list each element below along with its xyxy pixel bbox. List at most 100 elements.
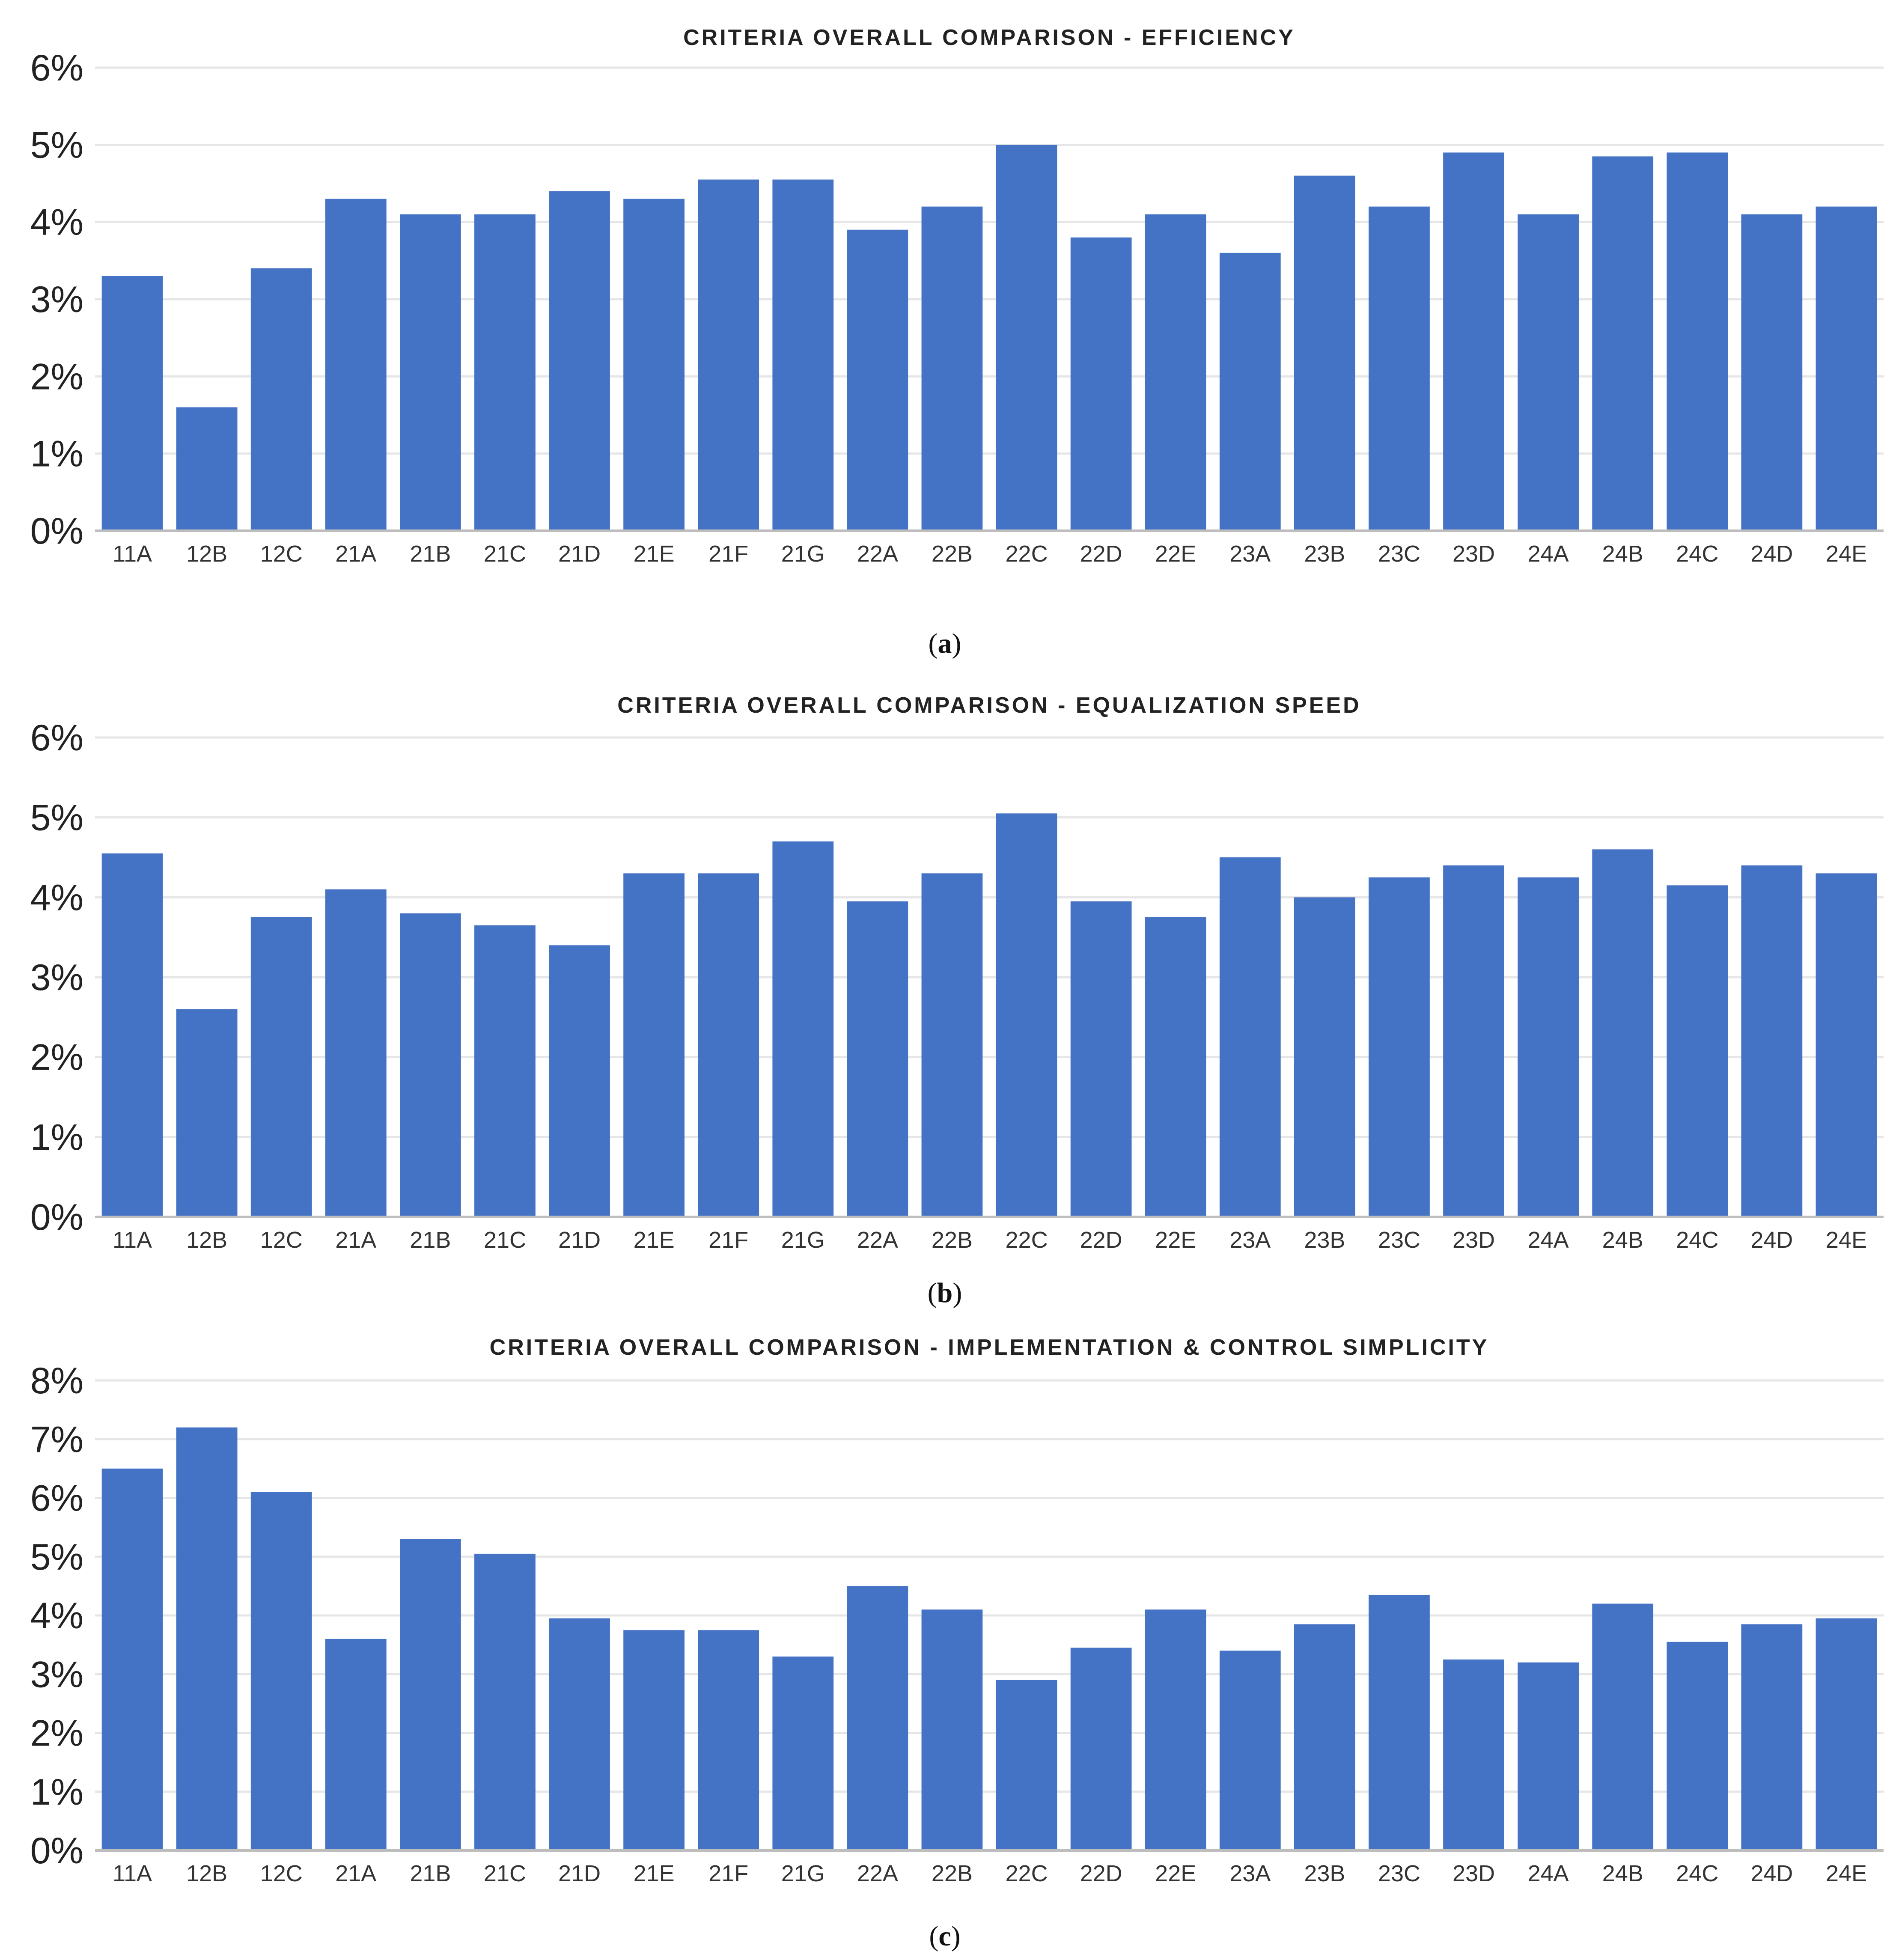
x-tick-label: 21B <box>410 1227 451 1253</box>
x-tick-label: 24B <box>1602 541 1643 567</box>
y-tick-label: 2% <box>30 1713 83 1754</box>
bar-23A <box>1219 857 1281 1217</box>
x-tick-label: 12B <box>186 541 227 567</box>
x-tick-label: 24D <box>1750 541 1793 567</box>
x-tick-label: 22B <box>932 1227 973 1253</box>
x-tick-label: 22A <box>857 541 898 567</box>
x-tick-label: 24E <box>1826 541 1867 567</box>
x-tick-label: 11A <box>113 1227 152 1253</box>
bar-23C <box>1369 877 1430 1217</box>
y-tick-label: 3% <box>30 279 83 320</box>
x-tick-label: 24C <box>1676 541 1718 567</box>
bar-22E <box>1145 917 1206 1217</box>
bar-11A <box>101 853 163 1217</box>
x-tick-label: 12B <box>186 1227 227 1253</box>
bar-21F <box>698 1630 759 1850</box>
bar-12B <box>176 1009 238 1217</box>
bar-22B <box>921 873 983 1217</box>
bar-24A <box>1518 1662 1579 1850</box>
x-tick-label: 22B <box>932 1861 973 1886</box>
x-tick-label: 24A <box>1528 1227 1569 1253</box>
bar-21E <box>623 1630 685 1850</box>
x-tick-label: 21A <box>335 1227 376 1253</box>
bar-21B <box>400 913 461 1217</box>
x-tick-label: 22A <box>857 1861 898 1886</box>
x-tick-label: 21A <box>335 1861 376 1886</box>
x-tick-label: 23B <box>1304 1861 1345 1886</box>
bar-22E <box>1145 214 1206 531</box>
y-tick-label: 0% <box>30 511 83 552</box>
bar-23C <box>1369 1594 1430 1850</box>
y-tick-label: 2% <box>30 356 83 397</box>
bar-12C <box>250 917 312 1217</box>
bar-12C <box>250 268 312 531</box>
bar-21D <box>549 1618 610 1850</box>
chart-implementation-control-simplicity: CRITERIA OVERALL COMPARISON - IMPLEMENTA… <box>30 1335 1884 1952</box>
x-tick-label: 12C <box>260 1227 303 1253</box>
bar-24B <box>1592 849 1654 1217</box>
bar-21A <box>325 199 387 531</box>
bar-24C <box>1667 152 1728 531</box>
y-tick-label: 0% <box>30 1197 83 1238</box>
y-tick-label: 1% <box>30 1772 83 1813</box>
chart-title: CRITERIA OVERALL COMPARISON - EQUALIZATI… <box>617 693 1361 718</box>
bar-21B <box>400 1539 461 1850</box>
bar-12B <box>176 407 238 531</box>
bar-24C <box>1667 1642 1728 1850</box>
y-tick-label: 4% <box>30 1595 83 1636</box>
bar-12C <box>250 1492 312 1850</box>
bar-23D <box>1443 1659 1504 1850</box>
x-tick-label: 24B <box>1602 1861 1643 1886</box>
bar-22D <box>1070 901 1132 1217</box>
y-tick-label: 5% <box>30 797 83 839</box>
bar-11A <box>101 276 163 531</box>
x-tick-label: 23C <box>1378 541 1420 567</box>
bar-22A <box>847 1586 908 1850</box>
bar-24D <box>1741 1624 1803 1850</box>
bar-24B <box>1592 156 1654 531</box>
x-tick-label: 22D <box>1080 1227 1122 1253</box>
x-tick-label: 11A <box>113 1861 152 1886</box>
y-tick-label: 1% <box>30 434 83 475</box>
bar-21D <box>549 945 610 1217</box>
x-tick-label: 24D <box>1750 1861 1793 1886</box>
bar-24A <box>1518 877 1579 1217</box>
bar-22C <box>996 813 1057 1217</box>
figure-caption: (a) <box>929 628 961 659</box>
bar-24E <box>1816 873 1877 1217</box>
bar-21G <box>772 1657 834 1850</box>
x-tick-label: 23D <box>1452 1861 1495 1886</box>
x-tick-label: 22B <box>932 541 973 567</box>
bar-22A <box>847 901 908 1217</box>
chart-title: CRITERIA OVERALL COMPARISON - IMPLEMENTA… <box>490 1335 1489 1360</box>
bar-12B <box>176 1427 238 1850</box>
x-tick-label: 11A <box>113 541 152 567</box>
bar-21A <box>325 1639 387 1850</box>
y-tick-label: 5% <box>30 125 83 166</box>
x-tick-label: 24A <box>1528 1861 1569 1886</box>
bar-24C <box>1667 885 1728 1217</box>
x-tick-label: 23C <box>1378 1861 1420 1886</box>
x-tick-label: 24A <box>1528 541 1569 567</box>
bar-21B <box>400 214 461 531</box>
x-tick-label: 23C <box>1378 1227 1420 1253</box>
x-tick-label: 21G <box>781 541 825 567</box>
x-tick-label: 22E <box>1155 541 1196 567</box>
bar-21C <box>474 925 536 1217</box>
y-tick-label: 3% <box>30 1654 83 1695</box>
bar-21E <box>623 199 685 531</box>
bar-22E <box>1145 1609 1206 1850</box>
x-tick-label: 21C <box>484 541 526 567</box>
bar-11A <box>101 1468 163 1850</box>
bar-23B <box>1294 1624 1355 1850</box>
x-tick-label: 21B <box>410 1861 451 1886</box>
bar-23B <box>1294 175 1355 531</box>
x-tick-label: 21B <box>410 541 451 567</box>
x-tick-label: 12C <box>260 1861 303 1886</box>
x-tick-label: 23D <box>1452 1227 1495 1253</box>
y-tick-label: 6% <box>30 717 83 758</box>
figure-caption: (b) <box>928 1277 962 1309</box>
x-tick-label: 24B <box>1602 1227 1643 1253</box>
x-tick-label: 21G <box>781 1861 825 1886</box>
